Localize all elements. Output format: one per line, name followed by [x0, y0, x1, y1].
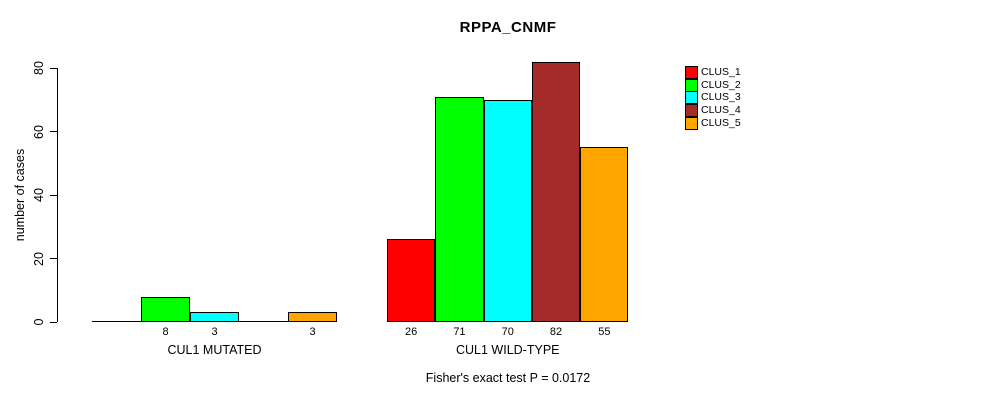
footnote-fishers-test: Fisher's exact test P = 0.0172: [425, 371, 591, 385]
y-axis-tick: [50, 194, 57, 196]
legend-label-clus_1: CLUS_1: [701, 66, 741, 78]
legend-swatch-clus_4: [685, 104, 698, 118]
y-axis-line: [57, 68, 58, 322]
bar-value-label: 70: [501, 326, 514, 338]
y-axis-tick-label: 20: [32, 251, 46, 266]
bar-clus_5-mutated: [288, 312, 337, 322]
bar-clus_1-wild-type: [387, 239, 436, 322]
legend-swatch-clus_2: [685, 78, 698, 92]
y-axis-tick-label: 40: [32, 188, 46, 202]
bar-clus_5-wild-type: [580, 147, 629, 322]
y-axis-tick-label: 60: [32, 124, 46, 139]
bar-value-label: 82: [549, 326, 563, 338]
legend-swatch-clus_3: [685, 91, 698, 105]
y-axis-tick-label: 80: [32, 61, 46, 75]
bar-value-label: 3: [211, 326, 218, 338]
legend-label-clus_5: CLUS_5: [701, 116, 741, 129]
y-axis-label: number of cases: [13, 148, 27, 242]
legend-label-clus_3: CLUS_3: [701, 91, 741, 104]
bar-clus_2-mutated: [141, 296, 190, 322]
legend-label-clus_4: CLUS_4: [701, 104, 741, 117]
y-axis-tick: [50, 258, 57, 259]
y-axis-tick-label: 0: [32, 318, 46, 326]
bar-clus_3-wild-type: [483, 99, 532, 322]
bar-clus_4-zero: [239, 321, 288, 322]
group-label-cul1-mutated: CUL1 MUTATED: [167, 343, 262, 357]
legend-swatch-clus_5: [685, 116, 698, 130]
bar-clus_3-mutated: [190, 312, 239, 322]
bar-value-label: 3: [309, 326, 316, 338]
y-axis-tick: [50, 321, 57, 323]
group-label-cul1-wild-type: CUL1 WILD-TYPE: [456, 343, 560, 357]
bar-value-label: 26: [405, 326, 418, 338]
bar-value-label: 71: [453, 326, 466, 338]
legend-swatch-clus_1: [685, 66, 698, 79]
chart-title: RPPA_CNMF: [459, 19, 557, 36]
bar-clus_4-wild-type: [531, 61, 581, 322]
bar-value-label: 55: [598, 326, 611, 338]
legend-label-clus_2: CLUS_2: [701, 78, 741, 91]
bar-clus_1-zero: [92, 321, 141, 322]
y-axis-tick: [50, 67, 57, 69]
bar-value-label: 8: [162, 326, 169, 338]
bar-clus_2-wild-type: [435, 96, 484, 322]
y-axis-tick: [50, 131, 57, 132]
